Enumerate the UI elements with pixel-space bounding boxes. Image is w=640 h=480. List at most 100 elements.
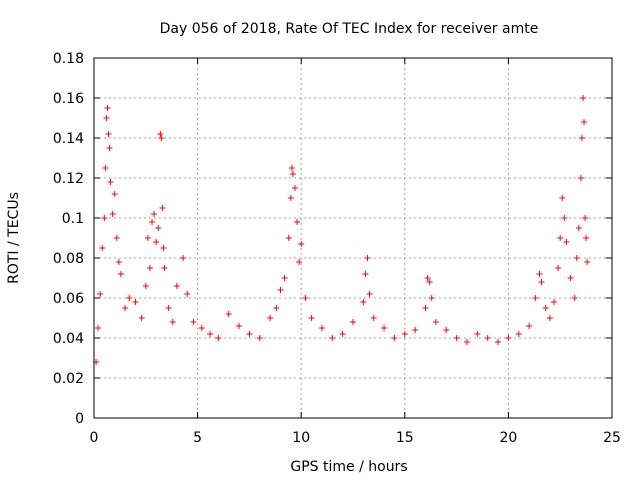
data-point <box>146 265 153 271</box>
data-point <box>557 235 564 241</box>
data-point <box>443 327 450 333</box>
y-tick-label: 0.1 <box>62 211 84 227</box>
data-point <box>236 323 243 329</box>
data-point <box>296 259 303 265</box>
data-point <box>107 179 114 185</box>
data-point <box>550 299 557 305</box>
data-point <box>190 319 197 325</box>
data-point <box>577 175 584 181</box>
plot-frame <box>93 57 613 419</box>
data-point <box>350 319 356 325</box>
data-point <box>158 135 165 141</box>
y-tick-label: 0.04 <box>53 331 84 347</box>
y-tick-label: 0.14 <box>53 131 84 147</box>
data-point <box>285 235 292 241</box>
data-point <box>99 245 106 251</box>
data-point <box>362 271 369 277</box>
axis-ticks: 0 0.02 0.04 0.06 0.08 0.1 0.12 0.14 0.16 0.18 0 5 10… <box>53 51 621 446</box>
data-point <box>573 255 580 261</box>
data-point <box>198 325 205 331</box>
data-point <box>453 335 460 341</box>
y-tick-label: 0 <box>75 411 84 427</box>
data-point <box>426 279 433 285</box>
data-point <box>360 299 367 305</box>
data-point <box>582 215 589 221</box>
data-point <box>484 335 491 341</box>
data-point <box>401 331 408 337</box>
data-point <box>122 305 129 311</box>
data-point <box>180 255 187 261</box>
data-point <box>370 315 377 321</box>
data-point <box>515 331 522 337</box>
data-point <box>366 291 373 297</box>
data-point <box>101 215 108 221</box>
data-point <box>579 95 586 101</box>
data-point <box>318 325 325 331</box>
data-point <box>555 265 562 271</box>
data-point <box>95 325 102 331</box>
data-point <box>584 259 591 265</box>
data-point <box>581 119 588 125</box>
data-point <box>281 275 288 281</box>
data-point <box>111 191 118 197</box>
data-point <box>288 165 295 171</box>
data-point <box>157 131 164 137</box>
data-point <box>432 319 439 325</box>
data-point <box>151 211 158 217</box>
data-point <box>115 259 122 265</box>
data-point <box>256 335 263 341</box>
data-point <box>132 299 139 305</box>
data-point <box>273 305 280 311</box>
x-tick-label: 0 <box>90 430 99 446</box>
data-point <box>207 331 214 337</box>
data-point <box>308 315 315 321</box>
data-point <box>532 295 539 301</box>
chart-title: Day 056 of 2018, Rate Of TEC Index for r… <box>160 21 539 37</box>
data-point <box>422 305 429 311</box>
grid-lines <box>94 58 612 418</box>
data-point <box>277 287 284 293</box>
data-point <box>364 255 371 261</box>
data-point <box>474 331 481 337</box>
data-point <box>165 305 172 311</box>
x-axis-label: GPS time / hours <box>290 459 407 475</box>
y-tick-label: 0.02 <box>53 371 84 387</box>
data-point <box>287 195 294 201</box>
data-point <box>173 283 180 289</box>
x-tick-label: 10 <box>292 430 310 446</box>
data-point <box>117 271 124 277</box>
data-point <box>138 315 145 321</box>
data-point <box>563 239 570 245</box>
data-point <box>505 335 512 341</box>
data-point <box>339 331 346 337</box>
data-point <box>103 115 110 121</box>
data-point <box>225 311 232 317</box>
data-point <box>105 131 112 137</box>
data-point <box>428 295 435 301</box>
x-tick-label: 20 <box>499 430 517 446</box>
data-point <box>109 211 116 217</box>
data-point <box>575 225 582 231</box>
data-point <box>412 327 419 333</box>
data-point <box>144 235 151 241</box>
data-point <box>424 275 431 281</box>
data-points <box>93 95 591 365</box>
y-tick-label: 0.06 <box>53 291 84 307</box>
data-point <box>184 291 191 297</box>
data-point <box>559 195 566 201</box>
data-point <box>160 245 167 251</box>
y-axis-label: ROTI / TECUs <box>6 192 22 284</box>
data-point <box>267 315 274 321</box>
data-point <box>302 295 309 301</box>
data-point <box>567 275 574 281</box>
data-point <box>161 265 168 271</box>
data-point <box>142 283 149 289</box>
data-point <box>536 271 543 277</box>
data-point <box>571 295 578 301</box>
data-point <box>155 225 162 231</box>
data-point <box>495 339 502 345</box>
data-point <box>463 339 470 345</box>
data-point <box>561 215 568 221</box>
x-tick-label: 5 <box>193 430 202 446</box>
